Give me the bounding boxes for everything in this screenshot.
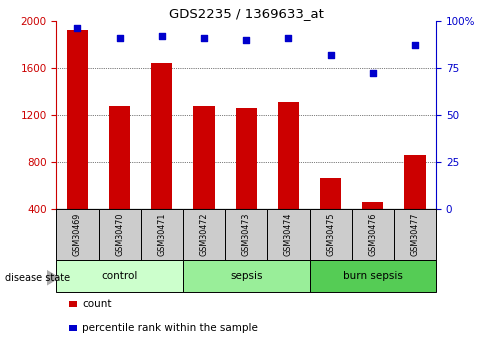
Bar xyxy=(194,107,215,209)
Point xyxy=(411,42,419,48)
Point xyxy=(242,37,250,42)
Text: disease state: disease state xyxy=(5,273,70,283)
Bar xyxy=(236,108,257,209)
Text: sepsis: sepsis xyxy=(230,271,263,281)
Bar xyxy=(278,102,299,209)
Bar xyxy=(56,260,183,292)
Text: GSM30476: GSM30476 xyxy=(368,213,377,256)
Bar xyxy=(56,209,98,260)
Bar xyxy=(109,107,130,209)
Text: GSM30471: GSM30471 xyxy=(157,213,166,256)
Bar xyxy=(362,202,383,209)
Bar xyxy=(268,209,310,260)
Text: burn sepsis: burn sepsis xyxy=(343,271,403,281)
Bar xyxy=(151,63,172,209)
Text: count: count xyxy=(82,299,112,309)
Bar xyxy=(141,209,183,260)
Text: GSM30469: GSM30469 xyxy=(73,213,82,256)
Bar xyxy=(183,209,225,260)
Bar xyxy=(67,30,88,209)
Bar xyxy=(320,178,341,209)
Bar xyxy=(404,155,425,209)
Point xyxy=(158,33,166,39)
Bar xyxy=(310,209,352,260)
Bar xyxy=(352,209,394,260)
Bar xyxy=(98,209,141,260)
Text: control: control xyxy=(101,271,138,281)
Text: GSM30475: GSM30475 xyxy=(326,213,335,256)
Bar xyxy=(183,260,310,292)
Polygon shape xyxy=(47,270,59,285)
Point xyxy=(116,35,123,40)
Point xyxy=(369,71,377,76)
Text: percentile rank within the sample: percentile rank within the sample xyxy=(82,323,258,333)
Bar xyxy=(225,209,268,260)
Text: GSM30474: GSM30474 xyxy=(284,213,293,256)
Point xyxy=(285,35,293,40)
Text: GSM30472: GSM30472 xyxy=(199,213,209,256)
Point xyxy=(200,35,208,40)
Title: GDS2235 / 1369633_at: GDS2235 / 1369633_at xyxy=(169,7,324,20)
Bar xyxy=(394,209,436,260)
Bar xyxy=(310,260,436,292)
Text: GSM30470: GSM30470 xyxy=(115,213,124,256)
Point xyxy=(74,26,81,31)
Text: GSM30477: GSM30477 xyxy=(411,213,419,256)
Point xyxy=(327,52,335,57)
Text: GSM30473: GSM30473 xyxy=(242,213,251,256)
